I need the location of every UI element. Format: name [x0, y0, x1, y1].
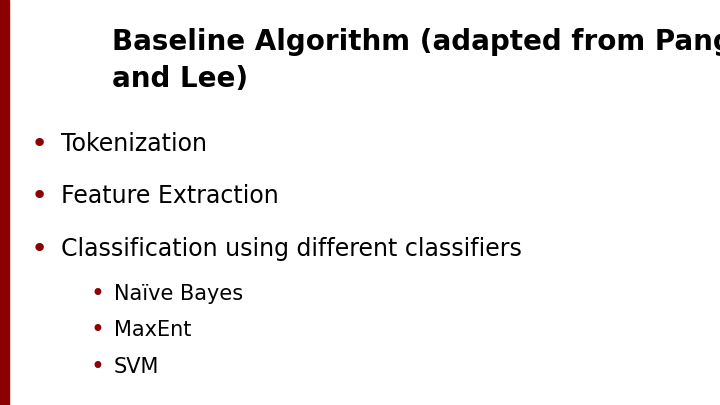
Text: •: • [90, 281, 104, 306]
Text: •: • [31, 182, 48, 211]
Text: MaxEnt: MaxEnt [114, 320, 191, 340]
Text: •: • [31, 235, 48, 263]
Text: •: • [90, 354, 104, 379]
Text: Naïve Bayes: Naïve Bayes [114, 284, 243, 304]
Text: •: • [31, 130, 48, 158]
Text: Classification using different classifiers: Classification using different classifie… [61, 237, 522, 261]
Text: Tokenization: Tokenization [61, 132, 207, 156]
Text: Feature Extraction: Feature Extraction [61, 184, 279, 209]
Text: Baseline Algorithm (adapted from Pang
and Lee): Baseline Algorithm (adapted from Pang an… [112, 28, 720, 93]
Bar [0, 0, 9, 405]
Text: •: • [90, 318, 104, 342]
Text: SVM: SVM [114, 356, 159, 377]
